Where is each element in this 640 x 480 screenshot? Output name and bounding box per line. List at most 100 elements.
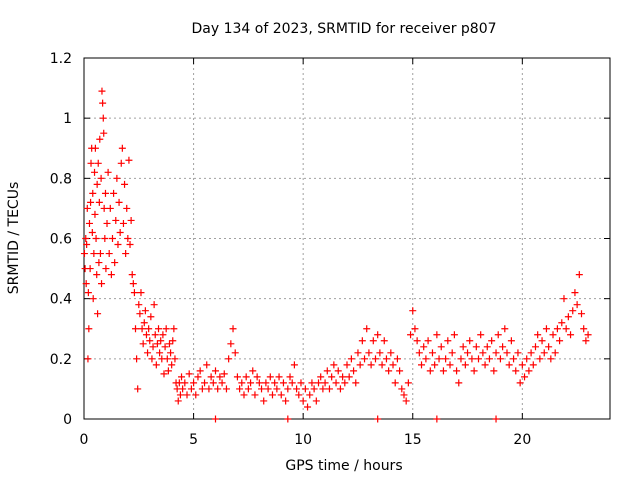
data-point (87, 198, 95, 206)
data-point (89, 189, 97, 197)
data-point (308, 379, 316, 387)
data-point (494, 331, 502, 339)
data-point (238, 379, 246, 387)
data-point (279, 379, 287, 387)
data-point (402, 397, 410, 405)
data-point (418, 361, 426, 369)
data-point (148, 355, 156, 363)
data-point (299, 397, 307, 405)
data-point (529, 361, 537, 369)
data-point (136, 310, 144, 318)
data-point (424, 337, 432, 345)
data-point (361, 355, 369, 363)
x-tick-label: 10 (294, 432, 312, 448)
chart-title: Day 134 of 2023, SRMTID for receiver p80… (191, 21, 496, 37)
data-point (481, 361, 489, 369)
data-point (159, 331, 167, 339)
data-point (167, 349, 175, 357)
data-point (352, 379, 360, 387)
data-point (345, 373, 353, 381)
data-point (101, 235, 109, 242)
data-point (249, 367, 257, 375)
data-point (343, 361, 351, 369)
data-point (573, 301, 581, 309)
data-point (85, 325, 93, 333)
data-point (439, 367, 447, 375)
data-point (380, 337, 388, 345)
data-point (560, 295, 568, 303)
data-point (128, 271, 136, 279)
data-point (153, 340, 161, 348)
data-point (334, 367, 342, 375)
data-point (584, 331, 592, 339)
data-point (187, 385, 195, 393)
data-point (214, 385, 222, 393)
data-point (100, 204, 108, 212)
data-point (110, 189, 118, 197)
data-point (102, 265, 110, 273)
data-point (137, 289, 145, 297)
data-point (229, 325, 237, 333)
data-point (233, 373, 241, 381)
data-point (121, 180, 129, 188)
data-point (108, 235, 116, 242)
data-point (328, 373, 336, 381)
x-tick-label: 20 (513, 432, 531, 448)
data-point (479, 349, 487, 357)
data-point (472, 343, 480, 351)
data-point (140, 319, 148, 327)
y-tick-label: 1 (63, 111, 72, 127)
y-tick-label: 0.8 (50, 171, 72, 187)
data-point (525, 367, 533, 375)
data-point (371, 355, 379, 363)
y-tick-label: 0.4 (50, 292, 72, 308)
data-point (94, 310, 102, 318)
data-point (123, 204, 131, 212)
data-point (363, 325, 371, 333)
data-point (365, 349, 373, 357)
data-point (319, 385, 327, 393)
data-point (578, 310, 586, 318)
data-point (176, 391, 184, 399)
data-point (275, 373, 283, 381)
data-point (244, 385, 252, 393)
data-point (420, 343, 428, 351)
data-point (325, 385, 333, 393)
data-point (93, 271, 101, 279)
data-point (490, 367, 498, 375)
data-point (575, 271, 583, 279)
data-point (255, 379, 263, 387)
data-point (99, 99, 107, 107)
data-point (358, 337, 366, 345)
data-point (569, 307, 577, 315)
data-point (378, 361, 386, 369)
data-point (192, 391, 200, 399)
data-point (190, 379, 198, 387)
data-point (98, 280, 106, 288)
data-point (155, 325, 163, 333)
data-point (277, 391, 285, 399)
data-point (538, 337, 546, 345)
data-point (433, 331, 441, 339)
data-point (84, 289, 92, 297)
data-point (389, 361, 397, 369)
data-point (464, 349, 472, 357)
data-point (437, 343, 445, 351)
data-point (536, 355, 544, 363)
y-axis-label: SRMTID / TECUs (6, 182, 22, 295)
data-point (212, 367, 219, 375)
data-point (222, 385, 230, 393)
data-point (93, 180, 101, 188)
data-point (542, 325, 550, 333)
data-point (407, 331, 415, 339)
data-point (404, 379, 412, 387)
data-point (510, 355, 518, 363)
data-point (209, 379, 217, 387)
data-point (468, 355, 476, 363)
data-point (426, 367, 434, 375)
data-point (547, 355, 555, 363)
data-point (455, 379, 463, 387)
data-point (518, 361, 526, 369)
data-point (83, 241, 91, 249)
